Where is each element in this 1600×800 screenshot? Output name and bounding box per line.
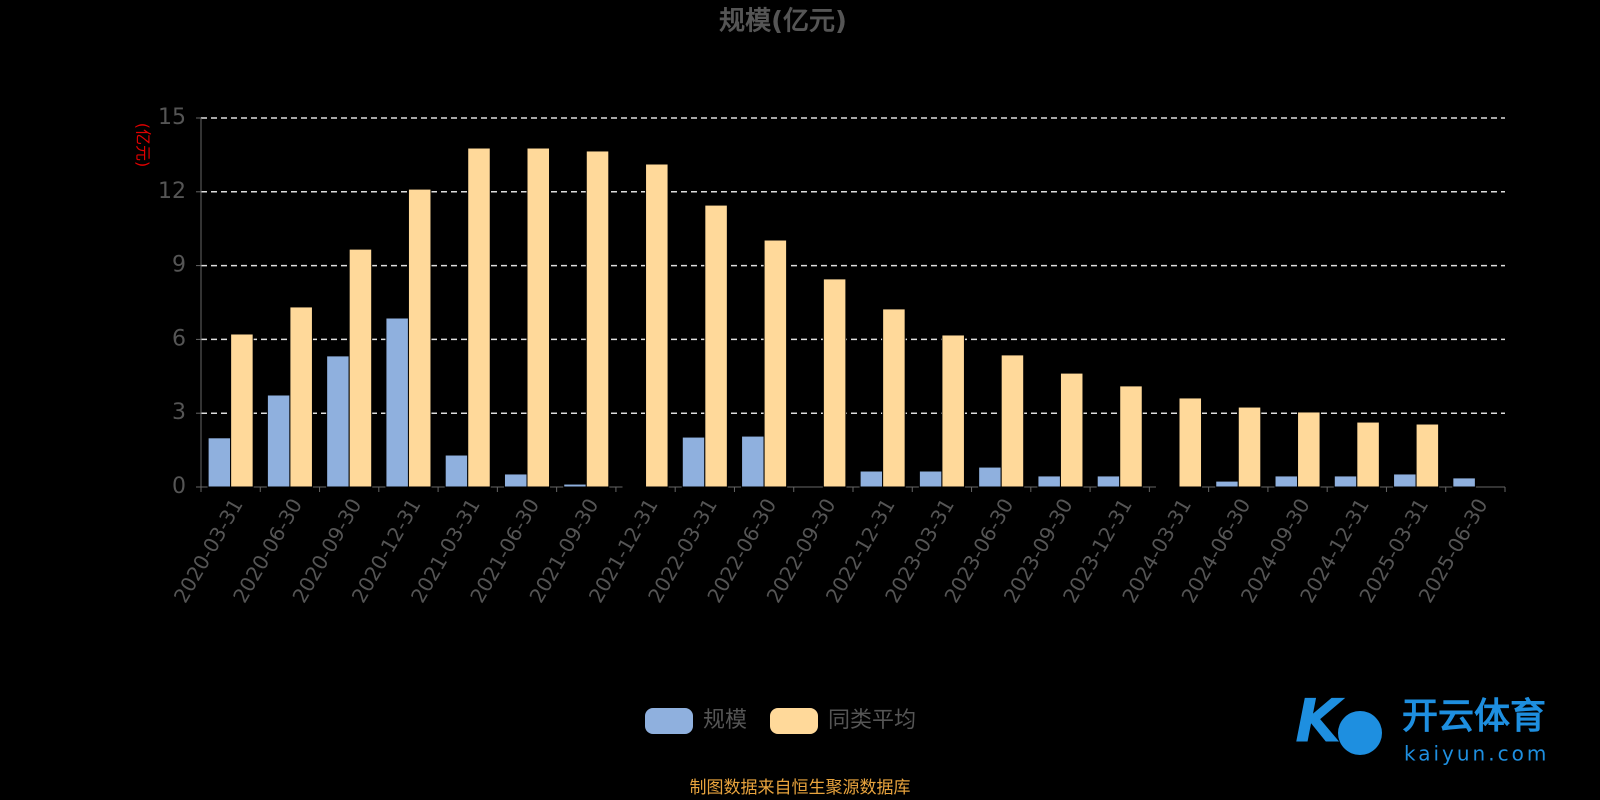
bar [1119, 385, 1143, 488]
bar [882, 308, 906, 488]
source-note: 制图数据来自恒生聚源数据库 [690, 778, 911, 798]
bar [1037, 475, 1061, 488]
bar [822, 278, 847, 488]
bar [407, 188, 432, 488]
logo-k: K [1295, 687, 1346, 757]
legend-swatch[interactable] [770, 708, 818, 734]
bar [1155, 485, 1180, 488]
bar [503, 473, 528, 488]
bar [1178, 397, 1203, 488]
y-tick-label: 3 [172, 400, 186, 425]
watermark: K 开云体育 kaiyun.com [1295, 687, 1549, 766]
bar [1059, 372, 1084, 488]
bar [1096, 475, 1121, 488]
bar [467, 147, 491, 488]
logo-ball [1338, 711, 1382, 755]
chart-title: 规模(亿元) [719, 7, 847, 37]
y-tick-label: 9 [172, 253, 186, 278]
bar [1393, 473, 1417, 488]
bar [741, 435, 765, 488]
bar [1333, 475, 1358, 488]
bar [978, 466, 1002, 488]
bar [230, 333, 254, 488]
bar [681, 436, 706, 488]
y-tick-label: 15 [158, 105, 186, 130]
bar [1356, 421, 1380, 488]
watermark-url: kaiyun.com [1404, 742, 1549, 766]
legend-swatch[interactable] [645, 708, 693, 734]
bar [585, 150, 610, 488]
bar [1297, 411, 1321, 488]
bar [266, 394, 291, 488]
bar [859, 470, 884, 488]
bar [1000, 354, 1025, 488]
bar [1215, 480, 1239, 488]
bar [918, 470, 943, 488]
bar [1452, 477, 1476, 488]
bar [326, 355, 350, 488]
bar [763, 239, 788, 488]
y-tick-label: 0 [172, 474, 186, 499]
bar [526, 147, 551, 488]
bar [385, 317, 409, 488]
bar [1415, 423, 1440, 488]
bar [289, 306, 313, 488]
bar [444, 454, 469, 488]
bar [704, 204, 728, 488]
legend-label[interactable]: 规模 [703, 708, 747, 733]
bar [1274, 475, 1299, 488]
bar [207, 437, 232, 488]
bar [941, 334, 965, 488]
bar [563, 483, 587, 488]
bar [1237, 406, 1262, 488]
bar [645, 163, 669, 488]
y-tick-label: 6 [172, 326, 186, 351]
bar [348, 248, 373, 488]
y-axis-label: (亿元) [134, 123, 153, 168]
watermark-brand: 开云体育 [1402, 696, 1546, 737]
y-tick-label: 12 [158, 179, 186, 204]
legend-label[interactable]: 同类平均 [828, 708, 916, 733]
